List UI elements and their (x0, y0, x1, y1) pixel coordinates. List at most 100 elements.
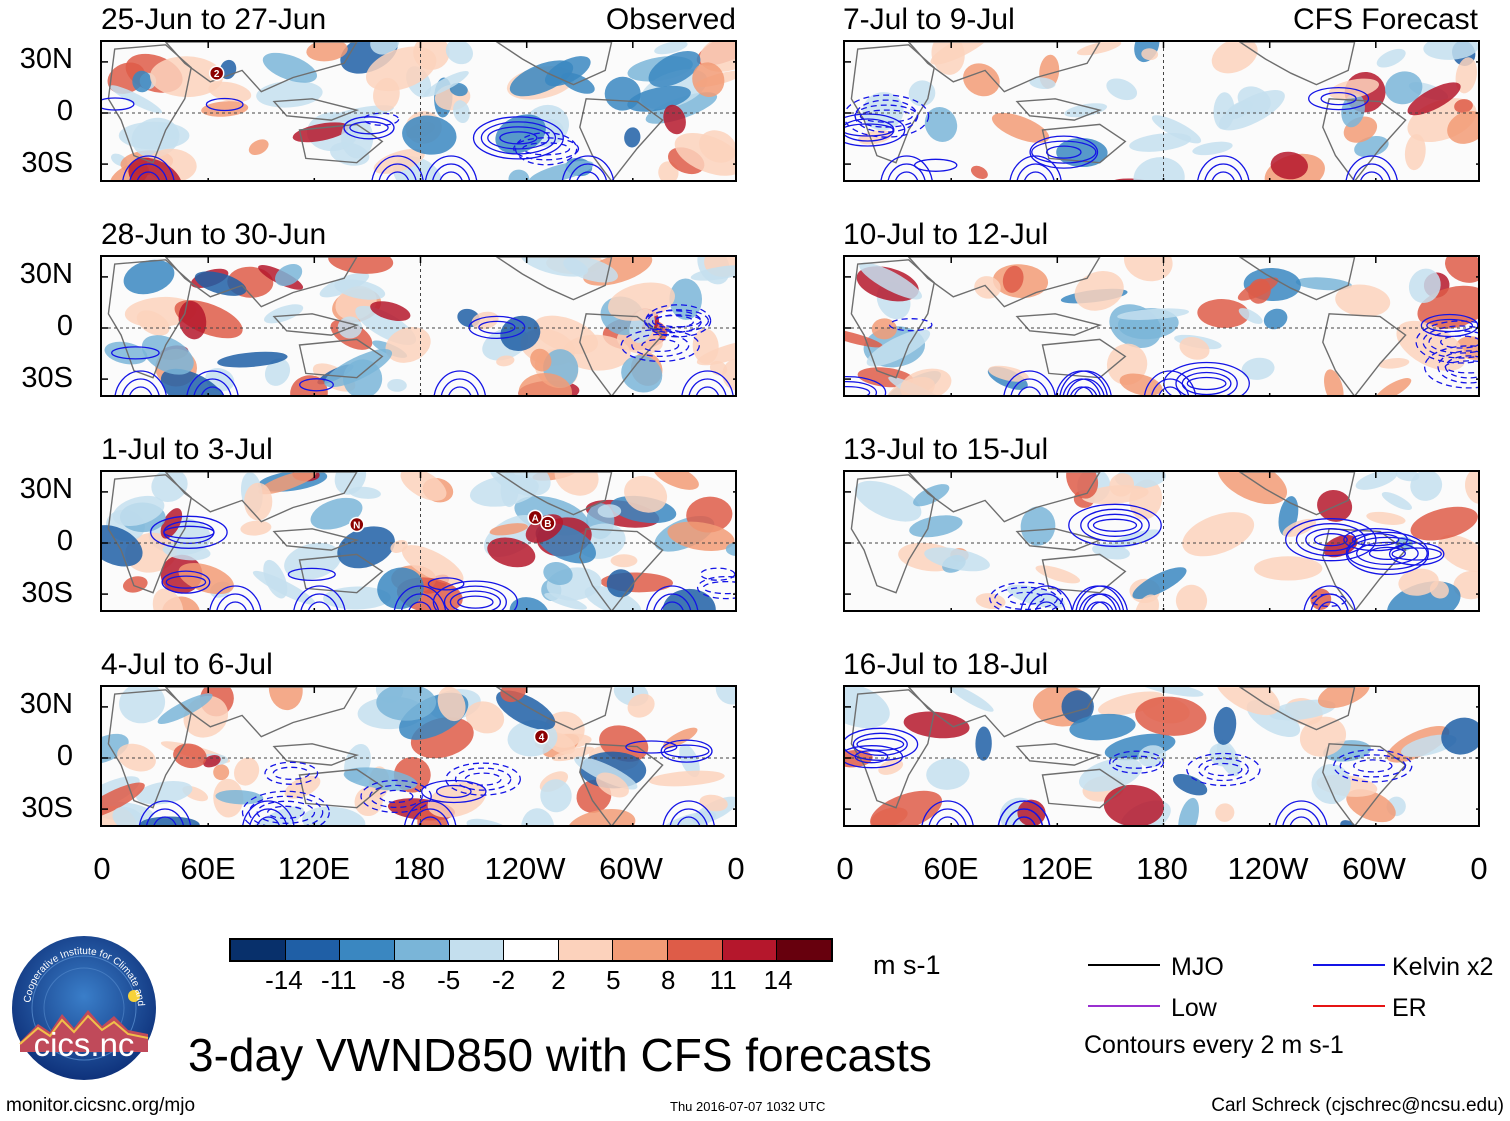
kelvin-contour (248, 795, 324, 825)
kelvin-contour (1007, 591, 1045, 606)
anomaly-blob (194, 271, 247, 296)
southern-contour (209, 585, 262, 610)
southern-contour (1360, 171, 1384, 180)
lon-tick-obs-0-end: 0 (727, 851, 745, 886)
kelvin-contour (1308, 86, 1370, 111)
coastline (495, 257, 613, 301)
anomaly-blob (1455, 57, 1478, 94)
anomaly-blob (871, 318, 897, 340)
colorbar-swatch (393, 940, 449, 960)
kelvin-contour (449, 590, 502, 610)
anomaly-blob (975, 726, 992, 761)
anomaly-blob (1069, 713, 1136, 741)
colorbar-tick-label: -11 (320, 965, 357, 995)
southern-contour (895, 171, 919, 180)
southern-contour (404, 800, 457, 825)
southern-contour (114, 370, 167, 395)
coastline (1238, 257, 1356, 301)
anomaly-blob (1396, 320, 1466, 371)
anomaly-blob (715, 687, 735, 705)
lon-tick-obs-60e: 60E (180, 851, 236, 886)
kelvin-contour (625, 740, 678, 754)
southern-contour (928, 808, 967, 825)
anomaly-blob (521, 808, 555, 825)
panel-title-obs-1: 25-Jun to 27-Jun (101, 3, 327, 36)
anomaly-blob (533, 315, 598, 355)
southern-contour (1010, 378, 1049, 395)
anomaly-blob (489, 523, 528, 536)
kelvin-contour (845, 94, 930, 138)
kelvin-contour (888, 318, 933, 332)
anomaly-blob (1103, 784, 1165, 825)
anomaly-blob (518, 372, 572, 395)
anomaly-blob (152, 588, 184, 610)
panel-title-fcst-1: 7-Jul to 9-Jul (843, 3, 1015, 36)
coastlines (850, 472, 1407, 610)
southern-contour (186, 370, 239, 395)
southern-contour (200, 386, 225, 395)
kelvin-contour (267, 805, 305, 819)
anomaly-blob (1398, 568, 1439, 596)
panel-title-fcst-2: 10-Jul to 12-Jul (843, 218, 1049, 251)
southern-contour (1070, 386, 1094, 395)
southern-contour (660, 601, 684, 610)
anomaly-blob (963, 63, 1000, 97)
coastline (495, 472, 613, 516)
map-panel-fcst-1 (843, 40, 1480, 182)
anomaly-blob (385, 326, 431, 363)
southern-contour (242, 800, 295, 825)
kelvin-contour (647, 309, 710, 333)
southern-contour (1016, 163, 1055, 180)
southern-contour (1211, 171, 1235, 180)
kelvin-contours (845, 313, 1478, 395)
units-label: m s-1 (873, 950, 941, 980)
southern-contour (677, 816, 701, 825)
kelvin-contour (457, 595, 494, 609)
lat-tick-30n-2: 30N (19, 258, 73, 290)
anomaly-blob (1263, 308, 1288, 330)
anomaly-blob (722, 358, 735, 391)
anomaly-blob (328, 257, 394, 274)
southern-contour (216, 593, 255, 610)
anomaly-blob (1035, 565, 1081, 584)
storm-marker-circle (208, 65, 225, 81)
anomaly-blob (1215, 687, 1280, 716)
anomaly-blob (1006, 584, 1066, 609)
kelvin-contour (1353, 759, 1393, 773)
kelvin-contour (1186, 752, 1261, 787)
southern-contour (662, 800, 715, 825)
anomaly-blob (543, 562, 573, 585)
kelvin-contour (854, 99, 919, 133)
anomaly-blob (112, 495, 165, 526)
southern-contour (1310, 593, 1349, 610)
southern-contour (1005, 808, 1044, 825)
anomaly-blob (854, 480, 922, 522)
anomaly-blob (109, 85, 163, 114)
kelvin-contour (1285, 518, 1377, 562)
lon-tick-obs-0: 0 (93, 851, 111, 886)
colorbar-tick-label: -8 (382, 965, 406, 995)
anomaly-blob (845, 687, 890, 729)
anomaly-blob (900, 368, 952, 395)
lon-tick-fcst-60e: 60E (923, 851, 979, 886)
southern-contour (880, 155, 933, 180)
kelvin-contours (138, 739, 715, 825)
storm-marker: A (527, 509, 543, 526)
figure-title: 3-day VWND850 with CFS forecasts (188, 1029, 932, 1081)
southern-contour (122, 155, 175, 180)
southern-contour (1345, 155, 1398, 180)
anomaly-blob (624, 127, 641, 148)
anomaly-blob (509, 597, 549, 610)
anomaly-blob (926, 758, 970, 790)
legend-lines-left (1088, 964, 1160, 1007)
anomaly-blob (402, 115, 457, 155)
kelvin-contour (1428, 330, 1478, 354)
anomaly-blob (274, 263, 303, 287)
southern-contour (411, 808, 450, 825)
storm-marker-circle (527, 509, 543, 526)
kelvin-contour (655, 314, 702, 328)
kelvin-contour (641, 338, 680, 353)
anomaly-blob (1445, 257, 1478, 283)
anomaly-blob (552, 746, 595, 762)
